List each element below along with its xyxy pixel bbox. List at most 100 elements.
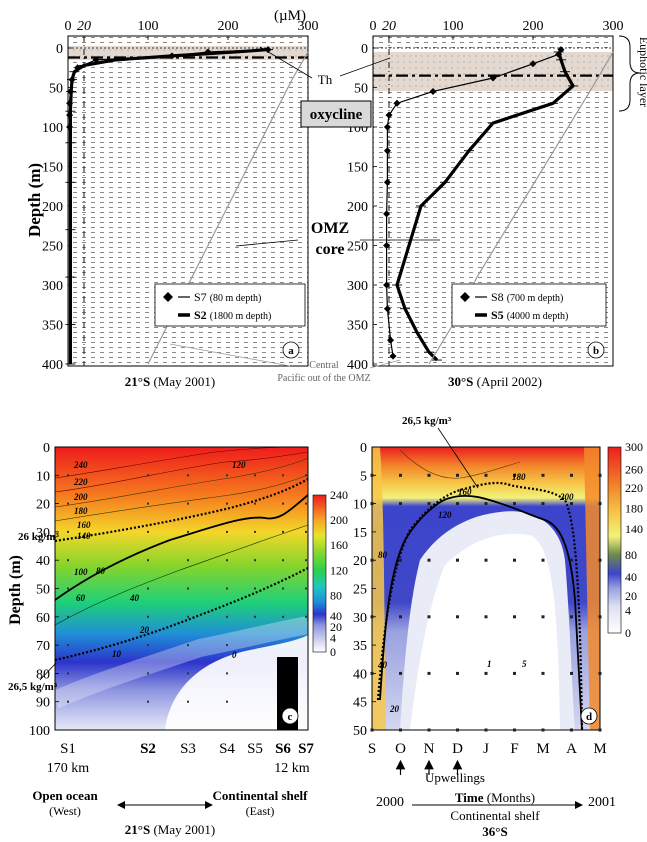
sample-point bbox=[67, 587, 69, 590]
sample-point bbox=[484, 671, 488, 675]
panel-d-colorbar-ticks: 0 420 40 80 140 180 220 260 300 bbox=[625, 440, 643, 640]
y-tick-label: 15 bbox=[353, 526, 367, 541]
data-point bbox=[387, 336, 395, 344]
data-point bbox=[383, 242, 391, 249]
panel-c-ylabel: Depth (m) bbox=[7, 555, 24, 625]
colorbar-tick-label: 140 bbox=[625, 522, 643, 536]
panel-a-subtitle: 21°S (May 2001) bbox=[125, 374, 215, 389]
y-tick-label: 60 bbox=[36, 611, 50, 626]
station-label: S7 bbox=[298, 741, 314, 757]
contour-label: 0 bbox=[232, 650, 237, 660]
y-tick-label: 350 bbox=[42, 319, 63, 334]
month-label: O bbox=[395, 741, 406, 757]
sample-point bbox=[254, 474, 256, 477]
y-tick-label: 350 bbox=[347, 319, 368, 334]
sample-point bbox=[484, 502, 488, 506]
y-tick-label: 400 bbox=[42, 358, 63, 373]
sample-point bbox=[399, 473, 402, 477]
contour-label: 200 bbox=[559, 492, 574, 502]
sample-point bbox=[370, 558, 374, 562]
legend-s2: S2 (1800 m depth) bbox=[194, 308, 271, 322]
contour-label: 220 bbox=[73, 477, 88, 487]
month-label: N bbox=[424, 741, 435, 757]
sample-point bbox=[226, 615, 228, 618]
sample-point bbox=[187, 587, 189, 590]
sample-point bbox=[67, 559, 69, 562]
sample-point bbox=[226, 672, 228, 675]
sample-point bbox=[570, 473, 573, 477]
contour-label: 10 bbox=[112, 649, 122, 659]
time-label: Time (Months) bbox=[455, 790, 535, 805]
panel-b-oxycline-band bbox=[373, 52, 613, 91]
sample-point bbox=[399, 728, 402, 732]
sample-point bbox=[147, 644, 149, 647]
left-distance: 170 km bbox=[47, 761, 90, 776]
central-pacific-label-2: Pacific out of the OMZ bbox=[277, 373, 370, 384]
month-label: J bbox=[483, 741, 489, 757]
contour-label: 180 bbox=[512, 472, 526, 482]
month-label: A bbox=[566, 741, 577, 757]
sample-point bbox=[541, 615, 545, 619]
sample-point bbox=[67, 615, 69, 618]
y-tick-label: 50 bbox=[49, 82, 63, 97]
isopycnal-265 bbox=[54, 567, 309, 662]
panel-c-low-o2-zone bbox=[165, 635, 308, 730]
y-tick-label: 0 bbox=[361, 42, 368, 57]
sample-point bbox=[147, 474, 149, 477]
contour-label: 5 bbox=[522, 659, 527, 669]
panel-d-badge bbox=[580, 707, 598, 725]
omz-pointer-a bbox=[235, 239, 299, 247]
sample-point bbox=[147, 530, 149, 533]
sample-point bbox=[226, 644, 228, 647]
contour-line bbox=[54, 457, 309, 508]
th-pointer-a bbox=[259, 46, 313, 79]
th-label: Th bbox=[318, 72, 333, 87]
sample-point bbox=[305, 530, 307, 533]
panel-c-subtitle: 21°S (May 2001) bbox=[125, 822, 215, 837]
sample-point bbox=[598, 671, 602, 675]
y-tick-label: 300 bbox=[347, 279, 368, 294]
sample-point bbox=[187, 530, 189, 533]
y-tick-label: 30 bbox=[353, 611, 367, 626]
sample-point bbox=[570, 502, 573, 506]
month-label: M bbox=[536, 741, 549, 757]
data-point bbox=[383, 147, 391, 155]
sample-point bbox=[598, 473, 602, 477]
contour-label: 40 bbox=[377, 660, 388, 670]
sample-point bbox=[187, 615, 189, 618]
sample-point bbox=[305, 615, 307, 618]
panel-c-colorbar bbox=[312, 494, 327, 653]
sample-point bbox=[513, 615, 516, 619]
legend-s7: S7 (80 m depth) bbox=[194, 290, 261, 304]
y-tick-label: 300 bbox=[42, 279, 63, 294]
sample-point bbox=[541, 728, 545, 732]
sample-point bbox=[456, 558, 459, 562]
month-label: M bbox=[593, 741, 606, 757]
y-tick-label: 5 bbox=[360, 469, 367, 484]
data-point bbox=[529, 60, 537, 68]
x-tick-label: 300 bbox=[603, 19, 624, 34]
colorbar-tick-label: 80 bbox=[625, 548, 637, 562]
y-tick-label: 35 bbox=[353, 639, 367, 654]
panel-a-legend bbox=[154, 283, 306, 327]
contour-line bbox=[54, 474, 309, 522]
sample-point bbox=[147, 587, 149, 590]
y-tick-label: 10 bbox=[36, 469, 50, 484]
sample-point bbox=[305, 474, 307, 477]
station-label: S2 bbox=[140, 741, 156, 757]
euphotic-brace bbox=[618, 35, 641, 112]
contour-thick bbox=[54, 494, 309, 601]
y-tick-label: 100 bbox=[42, 121, 63, 136]
contour-label: 80 bbox=[378, 550, 388, 560]
sample-point bbox=[282, 474, 284, 477]
contour-label: 180 bbox=[74, 506, 88, 516]
colorbar-tick-label: 20 bbox=[330, 620, 342, 634]
th-pointer-b bbox=[339, 57, 391, 77]
y-tick-label: 0 bbox=[56, 42, 63, 57]
station-label: S1 bbox=[60, 741, 76, 757]
colorbar-tick-label: 160 bbox=[330, 538, 348, 552]
colorbar-tick-label: 120 bbox=[330, 563, 348, 577]
sample-point bbox=[456, 502, 459, 506]
sample-point bbox=[282, 530, 284, 533]
y-tick-label: 200 bbox=[42, 200, 63, 215]
